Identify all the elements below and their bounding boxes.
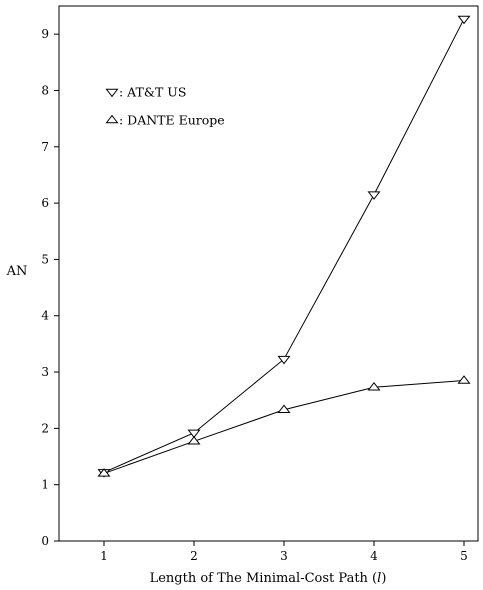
triangle-down-marker xyxy=(187,429,201,439)
x-axis-label: Length of The Minimal-Cost Path (l) xyxy=(150,571,387,586)
legend-label: : AT&T US xyxy=(119,85,186,100)
y-axis-label: AN xyxy=(6,264,28,279)
x-tick-label: 2 xyxy=(190,549,198,563)
y-tick-label: 9 xyxy=(41,27,49,41)
x-axis-ticks: 1 2 3 4 5 xyxy=(100,541,468,563)
y-axis-ticks: 0 1 2 3 4 5 6 7 8 9 xyxy=(41,27,59,548)
legend-marker xyxy=(105,88,119,98)
series-line xyxy=(103,380,465,474)
triangle-up-marker xyxy=(97,468,111,477)
x-tick-label: 5 xyxy=(460,549,468,563)
triangle-down-marker xyxy=(367,191,381,200)
y-tick-label: 5 xyxy=(41,252,49,266)
x-tick-label: 3 xyxy=(280,549,288,563)
legend: : AT&T US : DANTE Europe xyxy=(105,85,225,128)
y-tick-label: 1 xyxy=(41,478,49,492)
y-tick-label: 2 xyxy=(41,421,49,435)
x-tick-label: 4 xyxy=(370,549,378,563)
plot-frame xyxy=(58,5,479,542)
triangle-up-marker xyxy=(457,375,471,384)
legend-label: : DANTE Europe xyxy=(119,113,225,128)
y-tick-label: 7 xyxy=(41,140,49,154)
triangle-down-marker xyxy=(277,355,291,365)
y-tick-label: 0 xyxy=(41,534,49,548)
y-tick-label: 8 xyxy=(41,83,49,97)
legend-marker xyxy=(105,114,119,124)
y-tick-label: 6 xyxy=(41,196,49,210)
y-tick-label: 3 xyxy=(41,365,49,379)
x-axis-label-text: Length of The Minimal-Cost Path ( xyxy=(150,571,378,586)
triangle-up-marker xyxy=(187,436,201,445)
x-tick-label: 1 xyxy=(100,549,108,563)
y-tick-label: 4 xyxy=(41,309,49,323)
series-layer xyxy=(97,15,471,478)
x-axis-label-variable: l xyxy=(377,571,381,586)
triangle-down-marker xyxy=(457,15,471,25)
triangle-up-marker xyxy=(367,381,381,391)
triangle-up-marker xyxy=(277,404,291,414)
series-2 xyxy=(97,375,471,477)
x-axis-label-suffix: ) xyxy=(381,571,386,586)
